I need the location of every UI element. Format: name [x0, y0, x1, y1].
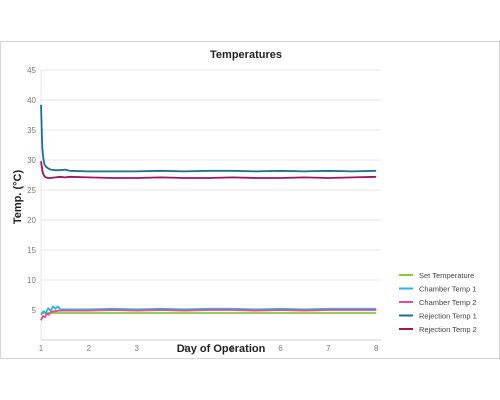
legend-label: Chamber Temp 1	[419, 285, 476, 294]
x-tick-label: 6	[278, 344, 283, 353]
y-tick-label: 15	[27, 246, 36, 255]
y-tick-label: 30	[27, 156, 36, 165]
legend-label: Rejection Temp 1	[419, 312, 477, 321]
legend-label: Chamber Temp 2	[419, 298, 476, 307]
y-tick-label: 5	[32, 306, 37, 315]
series-line-5	[40, 161, 377, 179]
y-axis-title: Temp. (°C)	[12, 170, 24, 225]
y-tick-label: 25	[27, 186, 36, 195]
x-tick-label: 1	[39, 344, 44, 353]
y-tick-label: 45	[27, 66, 36, 75]
y-tick-label: 40	[27, 96, 36, 105]
series-line-4	[40, 104, 377, 173]
y-tick-label: 35	[27, 126, 36, 135]
legend-label: Set Temperature	[419, 271, 474, 280]
x-axis-title: Day of Operation	[177, 343, 266, 355]
x-tick-label: 2	[87, 344, 92, 353]
legend-label: Rejection Temp 2	[419, 325, 477, 334]
x-tick-label: 8	[374, 344, 379, 353]
x-tick-label: 7	[326, 344, 331, 353]
x-tick-label: 5	[230, 344, 235, 353]
grid-layer	[40, 69, 381, 341]
x-tick-label: 3	[135, 344, 140, 353]
series-line-3	[40, 309, 377, 321]
y-tick-label: 10	[27, 276, 36, 285]
series-line-2	[40, 305, 377, 316]
x-tick-label: 4	[182, 344, 187, 353]
series-layer	[40, 104, 377, 321]
legend: Set Temperature Chamber Temp 1 Chamber Tem…	[399, 271, 477, 334]
chart-title: Temperatures	[210, 49, 282, 61]
y-tick-label: 20	[27, 216, 36, 225]
chart-frame: Temperatures 5 10 15 20 25 30 35 40 45 1 2 3 4 5 6 7 8 D…	[0, 41, 500, 359]
